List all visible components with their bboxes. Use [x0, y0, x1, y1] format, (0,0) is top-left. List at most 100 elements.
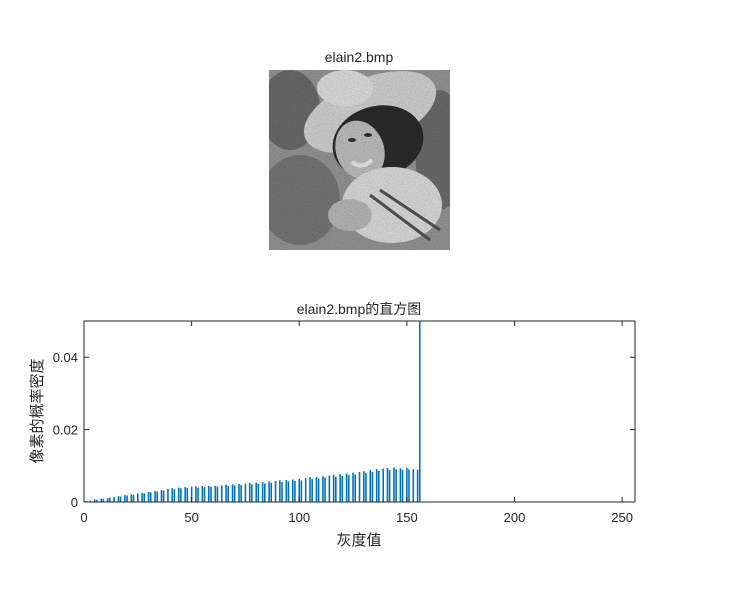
x-tick-label: 50	[184, 510, 198, 525]
x-tick-label: 250	[611, 510, 633, 525]
histogram-bar	[354, 474, 356, 502]
histogram-bar	[173, 489, 176, 502]
x-tick-label: 150	[396, 510, 418, 525]
histogram-bar	[416, 469, 419, 502]
x-axis-label: 灰度值	[336, 531, 381, 549]
histogram-bar	[358, 471, 361, 502]
axes-box	[83, 320, 636, 503]
histogram-bar	[203, 487, 206, 502]
histogram-bar	[395, 469, 397, 502]
x-tick-label: 0	[80, 510, 87, 525]
histogram-bar	[261, 482, 264, 502]
histogram-bar	[382, 468, 384, 502]
portrait-image	[269, 70, 450, 250]
histogram-bar	[89, 500, 92, 502]
histogram-bar	[281, 482, 283, 502]
histogram-bar	[386, 467, 389, 502]
histogram-bar	[328, 475, 331, 502]
x-tick-label: 100	[288, 510, 310, 525]
y-tick-label: 0.02	[53, 423, 78, 438]
histogram-bar	[177, 487, 180, 502]
y-tick-label: 0.04	[53, 350, 78, 365]
histogram-bar	[371, 471, 374, 502]
histogram-bar	[132, 494, 135, 502]
histogram-bar	[291, 479, 294, 502]
histogram-bar	[401, 469, 404, 502]
histogram-bar	[106, 498, 109, 502]
chart-title: elain2.bmp的直方图	[297, 301, 422, 317]
histogram-bar	[147, 491, 150, 502]
histogram-bar	[365, 473, 367, 502]
histogram-bar	[225, 484, 227, 502]
histogram-bar	[143, 493, 146, 502]
histogram-bar	[375, 469, 378, 502]
image-title: elain2.bmp	[325, 49, 394, 65]
histogram-bar	[264, 483, 266, 502]
histogram-bar	[195, 486, 197, 502]
histogram-bar	[268, 481, 270, 502]
histogram-bar	[190, 486, 193, 502]
histogram-bar	[124, 495, 126, 502]
histogram-bar	[311, 479, 313, 502]
y-axis-label: 像素的概率密度	[28, 358, 46, 463]
histogram-bar	[248, 482, 251, 502]
histogram-bar	[322, 476, 324, 502]
histogram-bar	[130, 494, 133, 502]
y-axis-ticks: 0 0.02 0.04	[53, 350, 635, 510]
histogram-bar	[251, 484, 253, 502]
histogram-bar	[180, 488, 182, 502]
y-tick-label: 0	[71, 495, 78, 510]
histogram-bar	[117, 496, 120, 502]
histogram-bar	[255, 482, 257, 502]
histogram-bar	[167, 488, 169, 502]
histogram-bar	[216, 486, 219, 502]
histogram-bar	[378, 470, 380, 502]
histogram-bar	[214, 485, 217, 502]
histogram-bar	[399, 468, 402, 502]
histogram-bar	[171, 488, 174, 502]
histogram-bar	[186, 487, 189, 502]
histogram-bar	[317, 478, 320, 502]
histogram-bar	[93, 499, 96, 502]
histogram-plot: 0 50 100 150 200 250 0 0.02 0.04	[53, 320, 636, 525]
histogram-bar	[412, 469, 415, 502]
histogram-bar	[231, 484, 234, 502]
histogram-bar	[137, 493, 139, 502]
histogram-bar	[100, 498, 103, 502]
histogram-bar	[324, 477, 326, 502]
histogram-bars	[85, 321, 421, 502]
histogram-bar	[345, 473, 348, 502]
histogram-bar	[220, 485, 223, 502]
histogram-bar	[227, 486, 230, 502]
histogram-bar	[141, 492, 143, 502]
histogram-bar	[156, 491, 158, 502]
histogram-bar	[197, 487, 199, 502]
histogram-bar	[347, 475, 350, 502]
histogram-bar	[162, 490, 165, 502]
plot-area	[84, 321, 635, 502]
histogram-bar	[233, 485, 236, 502]
histogram-bar	[300, 480, 303, 502]
histogram-bar	[406, 467, 408, 502]
histogram-bar	[393, 467, 395, 502]
histogram-bar	[304, 478, 307, 502]
histogram-bar	[363, 471, 365, 502]
histogram-bar	[408, 469, 410, 502]
histogram-bar	[335, 476, 337, 502]
histogram-bar	[309, 477, 311, 502]
histogram-bar	[332, 474, 335, 502]
histogram-bar	[126, 495, 128, 502]
histogram-bar	[270, 482, 273, 502]
histogram-bar	[154, 491, 156, 502]
histogram-bar	[287, 481, 290, 502]
x-tick-label: 200	[504, 510, 526, 525]
histogram-bar	[85, 500, 87, 502]
histogram-bar	[257, 483, 260, 502]
histogram-bar	[109, 497, 111, 502]
histogram-bar	[388, 470, 391, 502]
histogram-bar	[285, 479, 288, 502]
histogram-bar	[102, 499, 105, 502]
histogram-bar	[298, 478, 301, 502]
histogram-bar	[96, 499, 98, 502]
